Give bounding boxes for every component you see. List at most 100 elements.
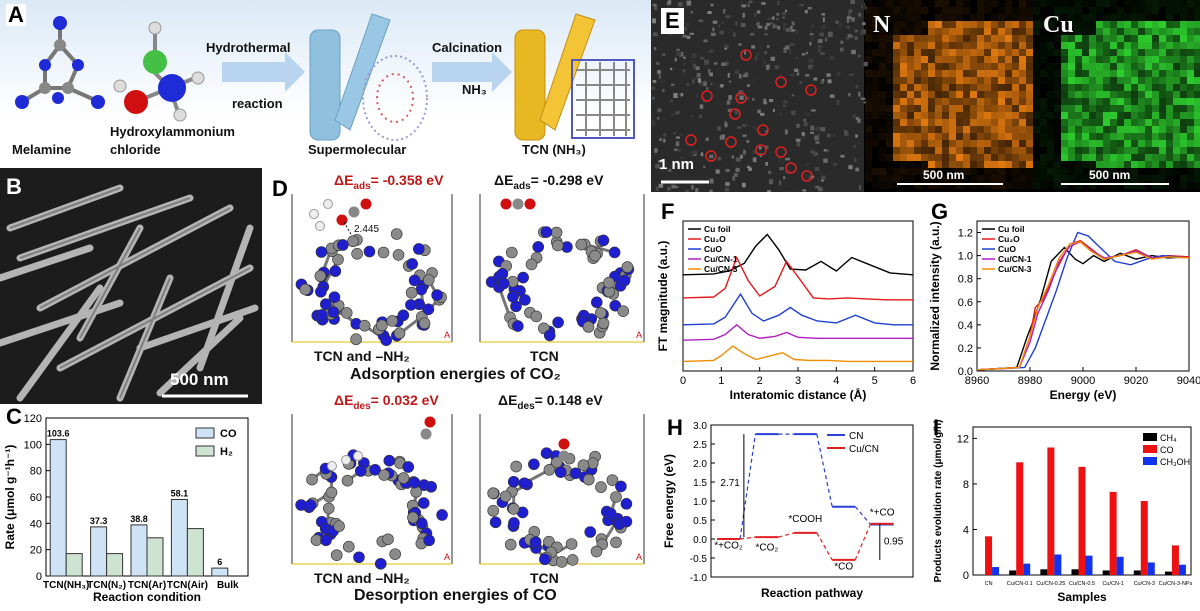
eds-cu-label: Cu (1043, 12, 1074, 39)
chart-c-ytick-label: 60 (30, 492, 42, 504)
chartG-xtick-label: 9040 (1177, 375, 1200, 387)
eds-n-scale-label: 500 nm (923, 168, 964, 182)
chart-h-ytick-label: 1.5 (693, 478, 707, 489)
chart-i-bar (992, 567, 999, 575)
panel-label-c: C (6, 406, 22, 428)
chart-i-bar (1040, 569, 1047, 575)
chart-c-xtick-label: Bulk (217, 580, 239, 591)
chart-c-legend-swatch (196, 428, 214, 438)
label-step-nh3: NH₃ (462, 82, 487, 97)
chartF-legend-label: Cu foil (704, 224, 730, 234)
chart-h-annot-2-71: 2.71 (720, 478, 740, 489)
chart-h-connector (740, 537, 755, 539)
chart-h-ytick-label: 2.5 (693, 440, 707, 451)
label-step-hydrothermal: Hydrothermal (206, 40, 291, 55)
chart-h-state-label: *CO₂ (756, 542, 779, 553)
label-step-calcination: Calcination (432, 40, 502, 55)
chartF-legend-label: Cu/CN-1 (704, 254, 738, 264)
chart-c-xlabel: Reaction condition (93, 590, 201, 604)
chart-c-ytick-label: 100 (24, 439, 42, 451)
label-melamine: Melamine (12, 142, 71, 157)
hydroxylammonium-molecule (114, 22, 204, 121)
haadf-scale-label: 1 nm (659, 156, 694, 173)
chart-c-bar-h2 (147, 538, 163, 576)
chart-i-xtick-label: Cu/CN-0.5 (1069, 581, 1095, 587)
arrow-1-icon (222, 52, 305, 92)
chart-c-ytick-label: 40 (30, 518, 42, 530)
chart-i-bar (1009, 570, 1016, 575)
chart-c-bar-co (171, 500, 187, 576)
chart-c-ylabel: Rate (μmol g⁻¹h⁻¹) (3, 445, 17, 550)
chart-h-ytick-label: 2.0 (693, 459, 707, 470)
chartG-xtick-label: 9020 (1124, 375, 1148, 387)
chart-h-connector (817, 533, 832, 560)
panel-b-sem-image: B 500 nm (0, 168, 262, 404)
ads-left-symbol: ΔE (334, 172, 353, 188)
chartG-legend-label: CuO (998, 244, 1016, 254)
chart-i-bar (1086, 556, 1093, 575)
dft-cell-corner-label: A (636, 552, 642, 562)
tcn-rods (515, 14, 634, 140)
chartG-xtick-label: 9000 (1071, 375, 1095, 387)
chart-i-legend-swatch (1143, 457, 1157, 465)
chart-i-ytick-label: 0 (963, 570, 969, 582)
dft-ads-right-energy: ΔEads= -0.298 eV (494, 172, 603, 192)
chart-h-ytick-label: -1.0 (690, 573, 708, 584)
des-left-sub: des (353, 401, 370, 412)
chart-i-ylabel: Products evolution rate (μmol/g/h) (933, 420, 944, 583)
panel-label-f: F (661, 201, 674, 223)
dft-cell-corner-label: A (444, 330, 450, 340)
chart-c-data-label: 6 (217, 557, 222, 567)
chartF-legend-label: Cu₂O (704, 234, 726, 244)
chartG-ytick-label: 0.4 (958, 320, 973, 332)
chartG-ytick-label: 0.6 (958, 297, 973, 309)
dft-ads-left-energy: ΔEads= -0.358 eV (334, 172, 443, 192)
chart-i-legend-label: CH₃OH (1160, 457, 1190, 467)
ads-right-value: = -0.298 eV (531, 172, 604, 188)
ads-left-sub: ads (353, 181, 370, 192)
chart-h-legend-label: CN (849, 431, 863, 442)
chart-i-bar (1047, 447, 1054, 575)
hydrogen-atom (328, 462, 337, 471)
panel-a-scheme: A (0, 0, 651, 166)
chart-c-bar-co (50, 440, 66, 576)
label-step-reaction: reaction (232, 96, 283, 111)
chart-i-ytick-label: 4 (963, 524, 969, 536)
chart-i-legend-swatch (1143, 433, 1157, 441)
chart-i-bar (1023, 564, 1030, 575)
panel-label-h: H (667, 417, 683, 439)
hydrogen-atom (354, 452, 363, 461)
chart-h-connector (778, 533, 793, 537)
co-molecule-left (421, 417, 436, 440)
chartF-series-line (683, 294, 913, 325)
chartG-legend-label: Cu foil (998, 224, 1024, 234)
supermolecular-rods (310, 14, 427, 140)
chart-c-ytick-label: 120 (24, 413, 42, 425)
chartF-xlabel: Interatomic distance (Å) (730, 387, 867, 402)
chart-i-bar (1148, 562, 1155, 575)
chartG-legend-label: Cu₂O (998, 234, 1020, 244)
co2-molecule-left (337, 199, 372, 226)
des-left-symbol: ΔE (334, 392, 353, 408)
chartG-ytick-label: 0.8 (958, 274, 973, 286)
hydrogen-atom (310, 210, 319, 219)
panel-label-e: E (661, 8, 684, 34)
dft-cell-corner-label: A (636, 330, 642, 340)
chartG-legend-label: Cu/CN-3 (998, 264, 1032, 274)
ads-right-symbol: ΔE (494, 172, 513, 188)
chart-i-bar (1072, 569, 1079, 575)
chartF-xtick-label: 4 (833, 375, 839, 387)
chartG-xtick-label: 8980 (1018, 375, 1042, 387)
chart-h-ytick-label: 3.0 (693, 421, 707, 432)
panel-label-g: G (931, 201, 948, 223)
chart-h-state-label: *COOH (788, 514, 822, 525)
chartF-series-line (683, 346, 913, 361)
chart-i-bar (1016, 462, 1023, 575)
chart-i-xtick-label: Cu/CN-0.1 (1007, 581, 1033, 587)
chart-i-bar (1117, 557, 1124, 575)
